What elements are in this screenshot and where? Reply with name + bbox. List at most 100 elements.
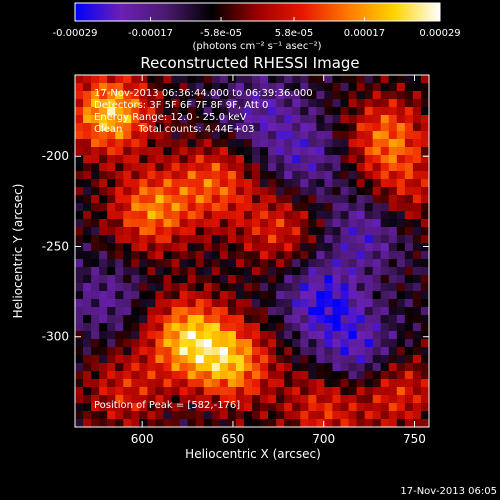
heatmap-cell: [163, 403, 173, 412]
heatmap-cell: [147, 227, 156, 236]
heatmap-cell: [276, 259, 285, 268]
heatmap-cell: [243, 371, 253, 380]
heatmap-cell: [107, 243, 116, 252]
heatmap-cell: [412, 107, 422, 116]
heatmap-cell: [243, 403, 253, 412]
heatmap-cell: [219, 371, 229, 380]
heatmap-cell: [340, 227, 350, 236]
heatmap-cell: [227, 419, 237, 427]
heatmap-cell: [83, 355, 92, 364]
heatmap-cell: [348, 155, 358, 164]
heatmap-cell: [412, 179, 422, 188]
heatmap-cell: [187, 139, 197, 148]
heatmap-cell: [356, 163, 366, 172]
heatmap-cell: [380, 139, 390, 148]
heatmap-cell: [300, 363, 309, 372]
heatmap-cell: [324, 379, 333, 388]
heatmap-cell: [324, 371, 333, 380]
colorbar-tick-label: 0.00017: [344, 28, 385, 39]
heatmap-cell: [364, 275, 374, 284]
heatmap-cell: [179, 227, 189, 236]
heatmap-cell: [195, 283, 205, 292]
heatmap-cell: [372, 411, 382, 420]
heatmap-cell: [211, 99, 221, 108]
heatmap-cell: [252, 323, 261, 332]
heatmap-cell: [332, 307, 341, 316]
heatmap-cell: [235, 195, 245, 204]
heatmap-cell: [147, 355, 156, 364]
heatmap-cell: [340, 355, 350, 364]
heatmap-cell: [131, 283, 140, 292]
heatmap-cell: [356, 363, 366, 372]
heatmap-cell: [372, 403, 382, 412]
heatmap-cell: [107, 219, 116, 228]
heatmap-cell: [324, 363, 333, 372]
heatmap-cell: [348, 179, 358, 188]
heatmap-cell: [268, 299, 277, 308]
heatmap-cell: [211, 83, 221, 92]
heatmap-cell: [99, 91, 108, 100]
heatmap-cell: [139, 171, 148, 180]
heatmap-cell: [139, 179, 148, 188]
heatmap-cell: [91, 235, 100, 244]
heatmap-cell: [171, 243, 181, 252]
heatmap-cell: [332, 347, 341, 356]
heatmap-cell: [203, 251, 213, 260]
heatmap-cell: [139, 403, 148, 412]
heatmap-cell: [300, 211, 309, 220]
heatmap-cell: [115, 115, 124, 124]
heatmap-cell: [179, 315, 189, 324]
heatmap-cell: [284, 227, 293, 236]
heatmap-cell: [324, 163, 333, 172]
heatmap-cell: [179, 83, 189, 92]
heatmap-cell: [187, 91, 197, 100]
heatmap-cell: [332, 411, 341, 420]
heatmap-cell: [276, 363, 285, 372]
heatmap-cell: [292, 395, 301, 404]
heatmap-cell: [324, 275, 333, 284]
heatmap-cell: [227, 187, 237, 196]
heatmap-cell: [300, 379, 309, 388]
heatmap-cell: [83, 403, 92, 412]
heatmap-cell: [243, 107, 253, 116]
heatmap-cell: [284, 75, 293, 84]
heatmap-cell: [324, 307, 333, 316]
heatmap-cell: [99, 227, 108, 236]
heatmap-cell: [372, 131, 382, 140]
heatmap-cell: [235, 363, 245, 372]
heatmap-cell: [91, 211, 100, 220]
heatmap-cell: [420, 347, 429, 356]
heatmap-cell: [227, 395, 237, 404]
heatmap-cell: [284, 235, 293, 244]
heatmap-cell: [420, 411, 429, 420]
heatmap-cell: [211, 379, 221, 388]
heatmap-cell: [388, 275, 398, 284]
heatmap-cell: [203, 363, 213, 372]
heatmap-cell: [139, 411, 148, 420]
heatmap-cell: [332, 299, 341, 308]
heatmap-cell: [203, 227, 213, 236]
heatmap-cell: [372, 75, 382, 84]
heatmap-cell: [420, 339, 429, 348]
heatmap-cell: [420, 283, 429, 292]
heatmap-cell: [155, 251, 164, 260]
heatmap-cell: [420, 243, 429, 252]
heatmap-cell: [348, 123, 358, 132]
heatmap-cell: [348, 387, 358, 396]
heatmap-cell: [123, 251, 132, 260]
heatmap-cell: [107, 171, 116, 180]
heatmap-cell: [276, 163, 285, 172]
heatmap-cell: [340, 131, 350, 140]
heatmap-cell: [340, 155, 350, 164]
heatmap-cell: [211, 187, 221, 196]
heatmap-cell: [396, 291, 406, 300]
heatmap-cell: [131, 307, 140, 316]
heatmap-cell: [155, 355, 164, 364]
heatmap-cell: [372, 347, 382, 356]
heatmap-cell: [115, 99, 124, 108]
heatmap-cell: [179, 307, 189, 316]
heatmap-cell: [356, 243, 366, 252]
heatmap-cell: [412, 379, 422, 388]
heatmap-cell: [276, 355, 285, 364]
heatmap-cell: [348, 227, 358, 236]
